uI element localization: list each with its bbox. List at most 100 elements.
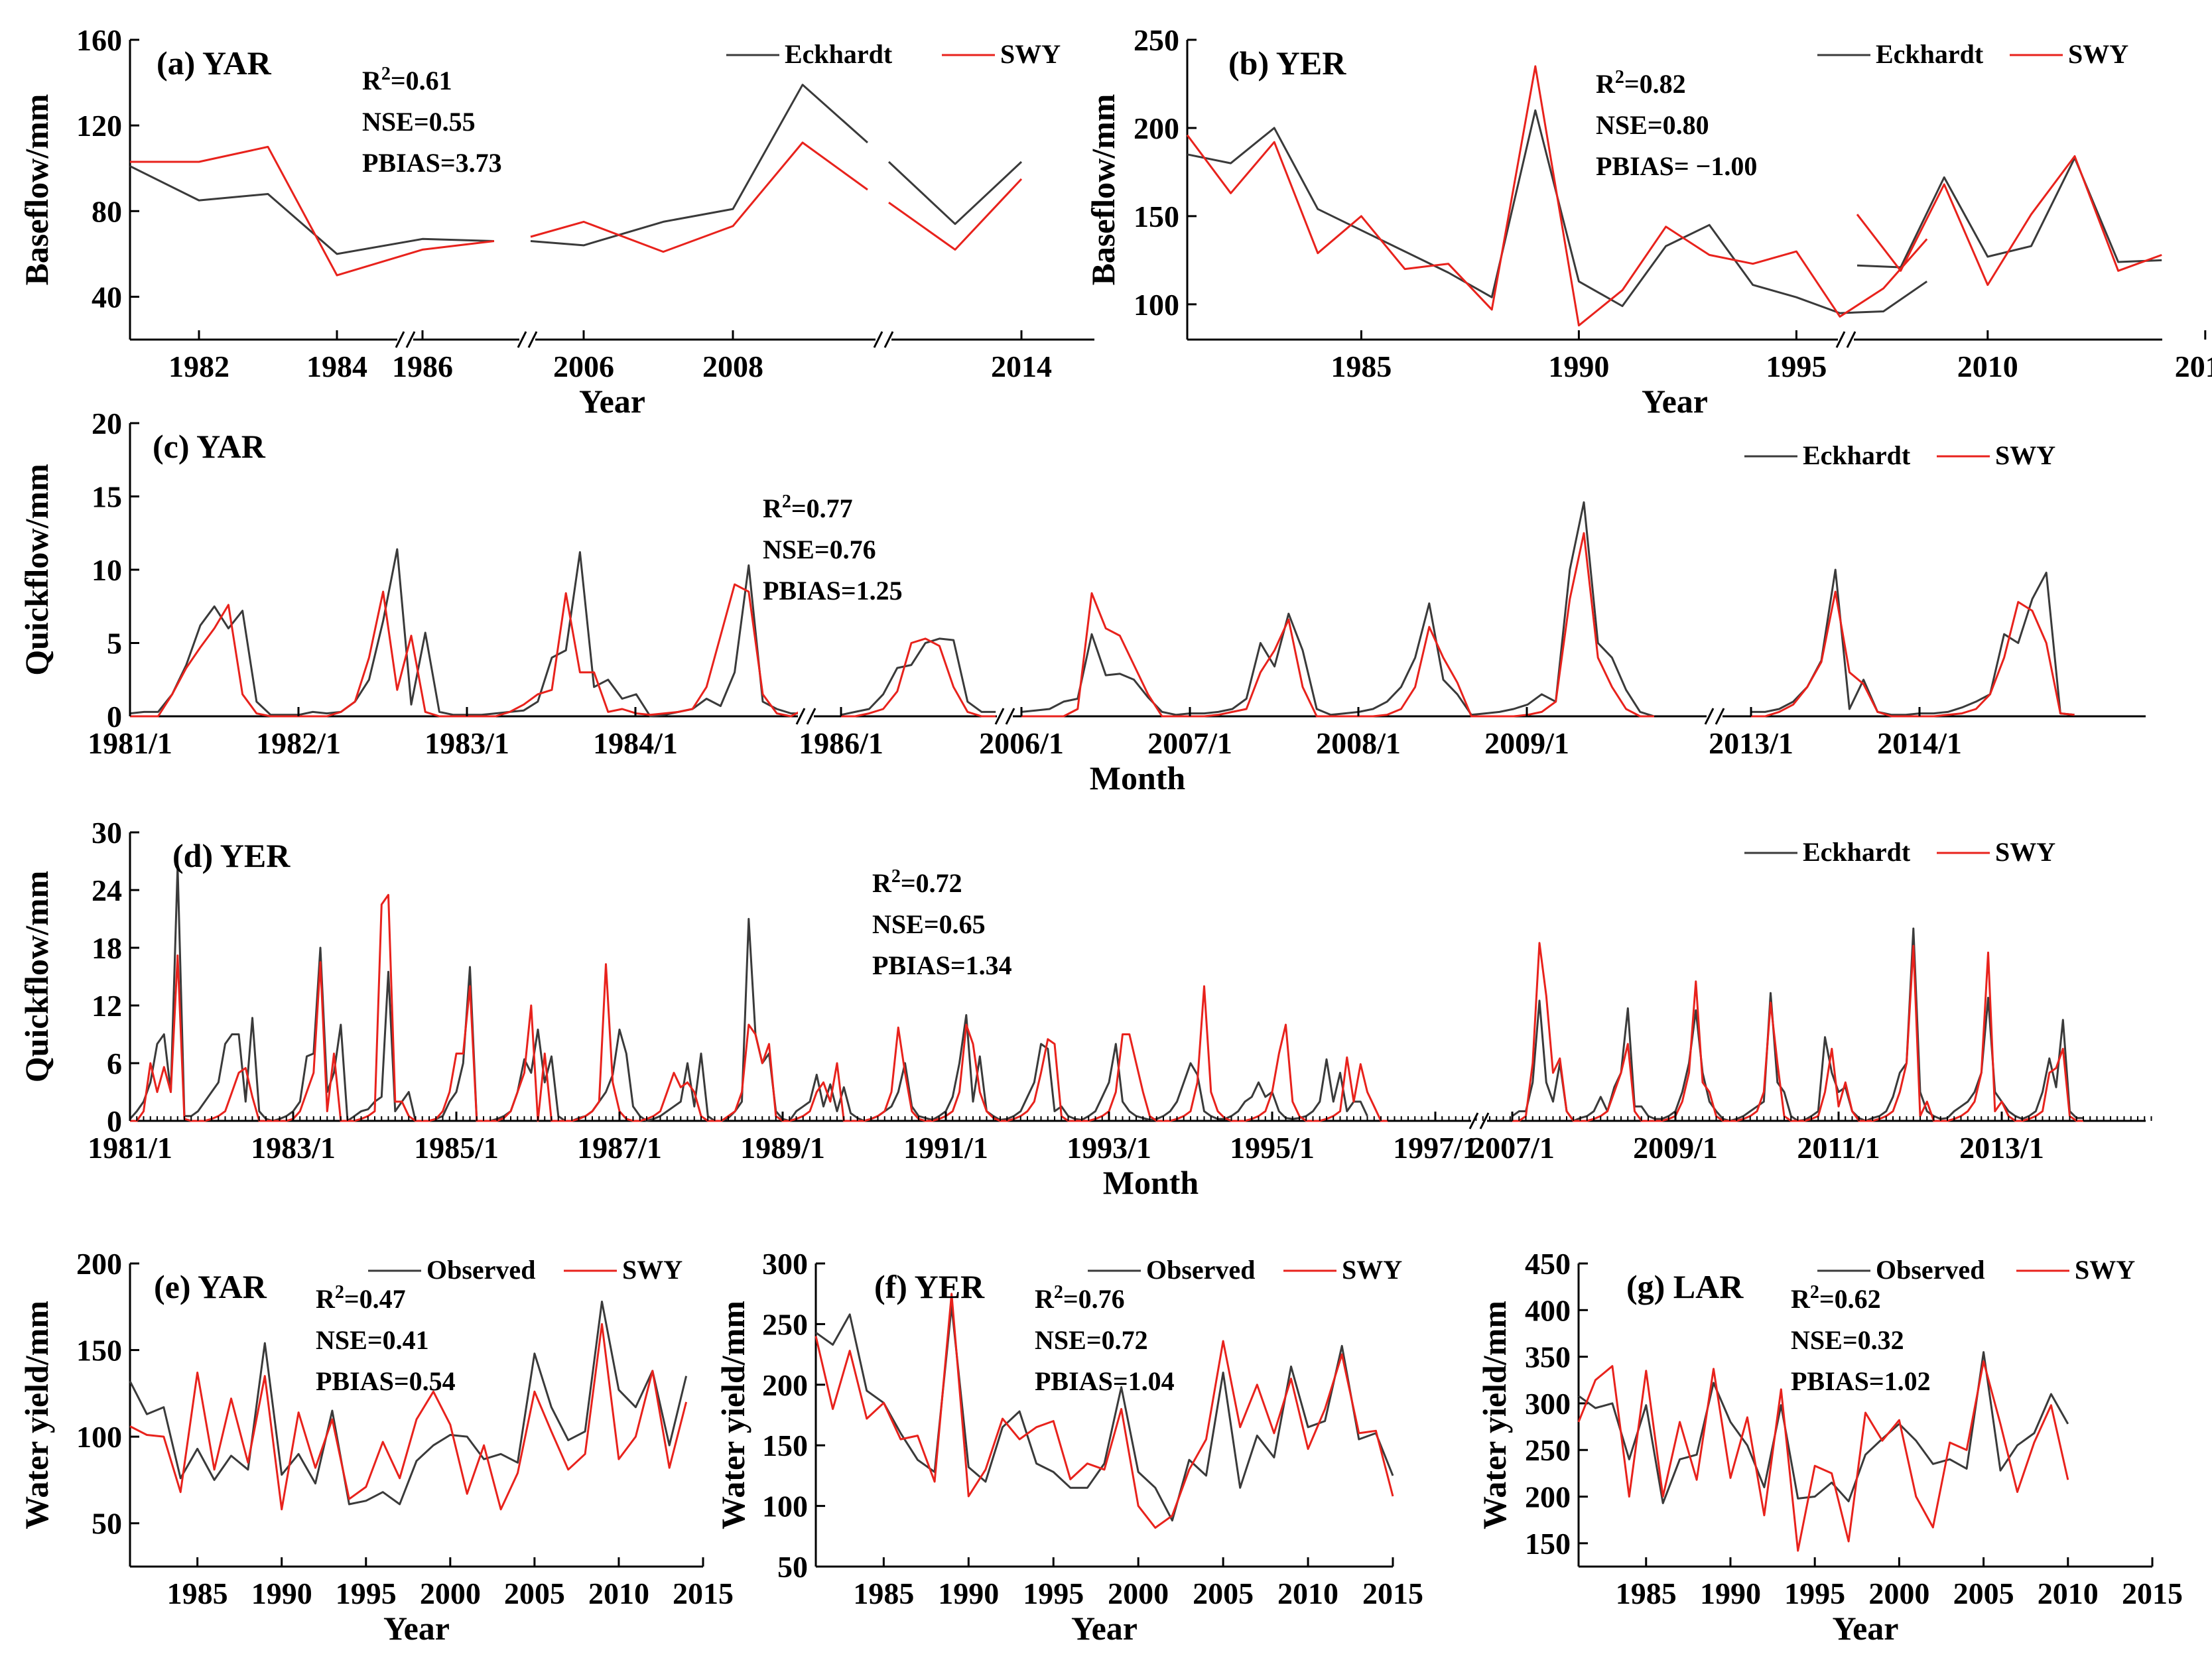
legend-label-c: SWY [1995, 440, 2055, 470]
x-tick-label-e: 1995 [336, 1577, 397, 1610]
stat-c: PBIAS=1.25 [763, 576, 903, 606]
x-axis-title-d: Month [1103, 1164, 1199, 1201]
y-axis-title-b: Baseflow/mm [1084, 94, 1122, 286]
x-tick-label-d: 2011/1 [1797, 1131, 1880, 1165]
x-axis-title-a: Year [579, 383, 645, 420]
legend-label-b: SWY [2068, 39, 2128, 69]
y-tick-label-g: 400 [1525, 1293, 1571, 1327]
y-tick-label-d: 30 [92, 816, 122, 850]
legend-label-g: SWY [2075, 1255, 2135, 1285]
y-tick-label-c: 15 [92, 480, 122, 514]
x-tick-label-a: 2014 [991, 350, 1052, 383]
legend-label-g: Observed [1876, 1255, 1984, 1285]
y-tick-label-a: 160 [76, 23, 122, 57]
y-tick-label-d: 6 [107, 1047, 122, 1080]
stat-g: R2=0.62 [1791, 1282, 1881, 1315]
panel-b: 100 150 200 250 1985 1990 1995 2010 2015 Baseflow… [1084, 23, 2212, 420]
x-tick-label-d: 2013/1 [1959, 1131, 2044, 1165]
x-tick-label-c: 2009/1 [1484, 726, 1569, 760]
x-tick-label-c: 2013/1 [1709, 726, 1793, 760]
series-line-swy-f [814, 1293, 1394, 1529]
panel-label-f: (f) YER [874, 1268, 985, 1305]
legend-label-b: Eckhardt [1876, 39, 1984, 69]
series-line-swy-b [1856, 155, 2162, 287]
panel-d: 0 6 12 18 24 30 1981/1 1983/1 1985/1 1987/1 1989/1… [18, 816, 2152, 1201]
y-tick-label-c: 10 [92, 553, 122, 587]
axis-break-a-r [527, 331, 538, 348]
x-tick-label-b: 1990 [1548, 350, 1609, 383]
stat-e: R2=0.47 [316, 1282, 406, 1315]
x-tick-label-e: 2000 [420, 1577, 481, 1610]
axis-break-a-r [883, 331, 894, 348]
x-tick-label-a: 2008 [702, 350, 763, 383]
y-tick-label-c: 20 [92, 407, 122, 440]
axis-break-a-l [517, 331, 527, 348]
x-tick-label-b: 2015 [2175, 350, 2212, 383]
series-line-swy-e [129, 1322, 688, 1511]
y-tick-label-f: 250 [762, 1307, 808, 1341]
x-tick-label-e: 1985 [167, 1577, 228, 1610]
series-line-swy-c [1751, 590, 2075, 718]
x-tick-label-a: 2006 [553, 350, 614, 383]
x-tick-label-d: 1981/1 [88, 1131, 172, 1165]
axis-break-a-r [405, 331, 416, 348]
y-tick-label-b: 100 [1134, 288, 1179, 322]
x-tick-label-g: 1990 [1700, 1577, 1761, 1610]
x-tick-label-c: 1986/1 [799, 726, 883, 760]
y-tick-label-d: 0 [107, 1104, 122, 1138]
x-tick-label-e: 2010 [588, 1577, 649, 1610]
axis-break-c-r [1715, 708, 1725, 725]
x-tick-label-d: 1987/1 [577, 1131, 662, 1165]
y-axis-title-f: Water yield/mm [714, 1301, 751, 1529]
y-tick-label-e: 100 [76, 1420, 122, 1454]
series-line-swy-c [1021, 532, 1654, 718]
legend-label-c: Eckhardt [1803, 440, 1911, 470]
x-tick-label-b: 2010 [1957, 350, 2018, 383]
stat-b: PBIAS= −1.00 [1596, 151, 1757, 181]
stat-e: PBIAS=0.54 [316, 1366, 456, 1396]
x-tick-label-f: 1985 [853, 1577, 914, 1610]
y-tick-label-c: 0 [107, 700, 122, 734]
stat-e: NSE=0.41 [316, 1325, 429, 1355]
x-tick-label-d: 2009/1 [1633, 1131, 1718, 1165]
series-line-swy-b [1186, 65, 1928, 327]
x-tick-label-c: 2014/1 [1877, 726, 1962, 760]
stat-d: R2=0.72 [872, 866, 962, 899]
panel-label-g: (g) LAR [1626, 1268, 1744, 1305]
stat-d: NSE=0.65 [872, 909, 986, 939]
y-tick-label-b: 250 [1134, 23, 1179, 57]
y-tick-label-b: 200 [1134, 111, 1179, 145]
panel-label-b: (b) YER [1228, 44, 1346, 82]
axis-break-a-l [873, 331, 883, 348]
x-tick-label-b: 1985 [1331, 350, 1392, 383]
x-axis-title-c: Month [1090, 759, 1186, 797]
x-axis-title-f: Year [1071, 1610, 1138, 1647]
y-tick-label-g: 200 [1525, 1480, 1571, 1514]
legend-label-d: Eckhardt [1803, 837, 1911, 867]
series-line-swy-d [130, 893, 1388, 1122]
stat-f: NSE=0.72 [1035, 1325, 1148, 1355]
y-tick-label-a: 120 [76, 109, 122, 143]
y-tick-label-g: 350 [1525, 1340, 1571, 1374]
y-tick-label-e: 50 [92, 1507, 122, 1541]
x-tick-label-a: 1986 [392, 350, 453, 383]
axis-break-c-r [1005, 708, 1015, 725]
stat-f: R2=0.76 [1035, 1282, 1125, 1315]
x-tick-label-d: 1983/1 [251, 1131, 336, 1165]
x-tick-label-g: 2010 [2038, 1577, 2099, 1610]
x-tick-label-f: 2005 [1193, 1577, 1254, 1610]
stat-f: PBIAS=1.04 [1035, 1366, 1175, 1396]
y-tick-label-g: 150 [1525, 1527, 1571, 1561]
x-axis-title-g: Year [1833, 1610, 1899, 1647]
axis-break-c-l [1704, 708, 1715, 725]
panel-f: 50 100 150 200 250 300 1985 1990 1995 2000 2005 201… [714, 1247, 1423, 1647]
x-tick-label-f: 1995 [1023, 1577, 1084, 1610]
stat-c: NSE=0.76 [763, 535, 876, 564]
panel-e: 50 100 150 200 1985 1990 1995 2000 2005 2010 2015 W… [18, 1247, 734, 1647]
axis-break-d-r [1479, 1112, 1490, 1129]
stat-a: R2=0.61 [362, 64, 452, 96]
x-tick-label-e: 2015 [673, 1577, 734, 1610]
x-tick-label-f: 1990 [938, 1577, 999, 1610]
x-tick-label-d: 1991/1 [903, 1131, 988, 1165]
series-line-observed-e [129, 1301, 688, 1506]
